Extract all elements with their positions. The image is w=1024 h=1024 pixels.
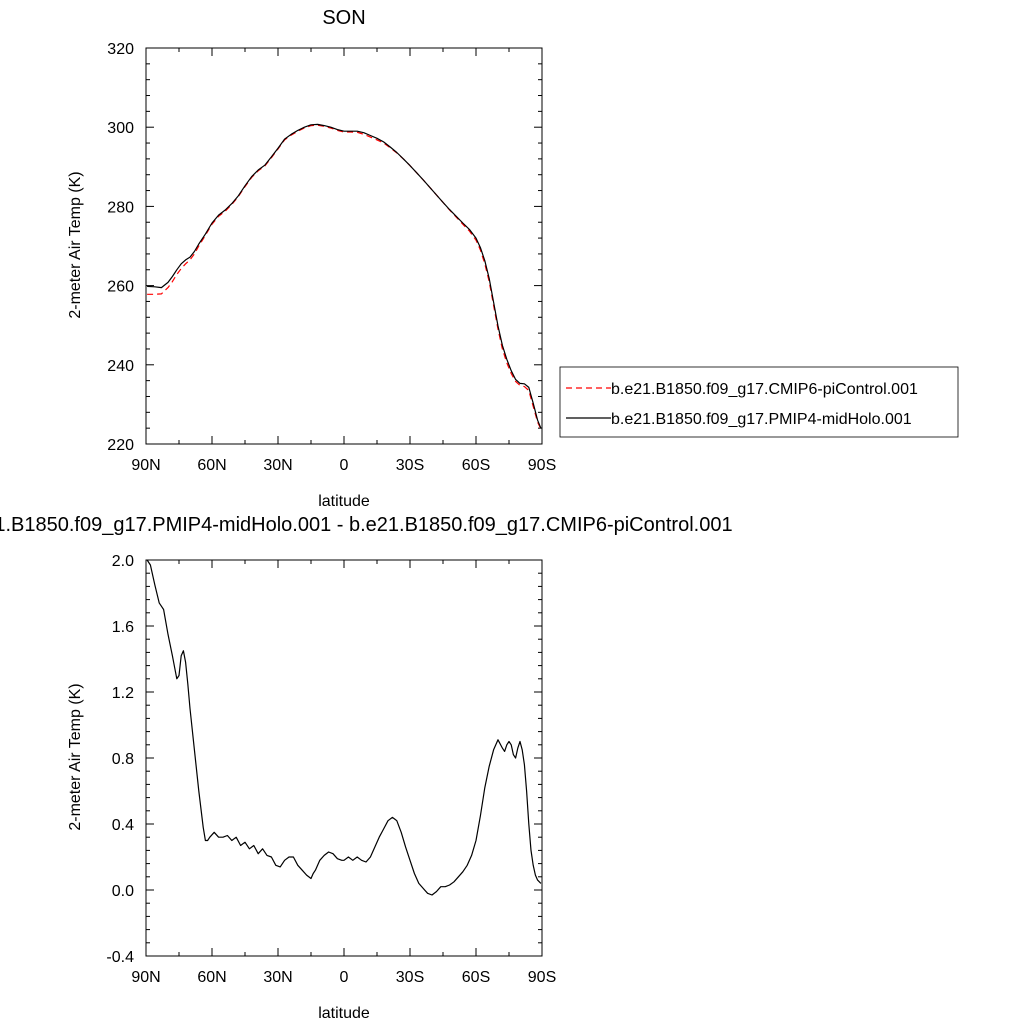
bottom-chart-x-tick-label: 90S xyxy=(528,969,556,986)
top-chart-x-tick-label: 60N xyxy=(197,457,226,474)
legend-box xyxy=(559,366,959,438)
bottom-chart-x-tick-label: 90N xyxy=(131,969,160,986)
bottom-chart-y-tick-label: 0.0 xyxy=(112,883,134,900)
top-chart-x-tick-label: 90N xyxy=(131,457,160,474)
top-chart-y-tick-label: 220 xyxy=(107,437,134,454)
bottom-chart-y-tick-label: 0.8 xyxy=(112,751,134,768)
bottom-chart-y-tick-label: 2.0 xyxy=(112,553,134,570)
top-chart-y-tick-label: 320 xyxy=(107,41,134,58)
top-chart-y-tick-label: 280 xyxy=(107,199,134,216)
top-chart-y-tick-label: 260 xyxy=(107,279,134,296)
top-chart-plot-frame xyxy=(145,47,543,445)
top-chart-series-line-0 xyxy=(147,124,542,430)
bottom-chart-series-line-0 xyxy=(146,559,542,896)
legend-label-midholo: b.e21.B1850.f09_g17.PMIP4-midHolo.001 xyxy=(611,411,912,428)
bottom-chart: b.e21.B1850.f09_g17.PMIP4-midHolo.001 - … xyxy=(0,514,733,1022)
bottom-chart-x-tick-label: 60N xyxy=(197,969,226,986)
bottom-chart-y-axis-label: 2-meter Air Temp (K) xyxy=(67,683,84,830)
bottom-chart-title: b.e21.B1850.f09_g17.PMIP4-midHolo.001 - … xyxy=(0,514,733,536)
bottom-chart-x-tick-label: 30N xyxy=(263,969,292,986)
bottom-chart-plot-frame xyxy=(145,559,543,957)
top-chart-x-tick-label: 60S xyxy=(462,457,490,474)
top-chart-x-tick-label: 30S xyxy=(396,457,424,474)
bottom-chart-series xyxy=(146,559,542,896)
bottom-chart-x-tick-label: 0 xyxy=(340,969,349,986)
bottom-chart-x-tick-label: 30S xyxy=(396,969,424,986)
top-chart-x-tick-label: 0 xyxy=(340,457,349,474)
top-chart: SON 2-meter Air Temp (K) latitude 90N 60N… xyxy=(67,7,959,510)
top-chart-y-tick-label: 240 xyxy=(107,358,134,375)
top-chart-series-line-1 xyxy=(147,123,542,429)
top-chart-x-tick-label: 90S xyxy=(528,457,556,474)
top-chart-ticks: 90N 60N 30N 0 30S 60S 90S 220 240 260 280 300 320 xyxy=(107,41,556,474)
bottom-chart-x-tick-label: 60S xyxy=(462,969,490,986)
top-chart-y-axis-label: 2-meter Air Temp (K) xyxy=(67,171,84,318)
bottom-chart-y-tick-label: -0.4 xyxy=(106,949,134,966)
bottom-chart-y-tick-label: 1.6 xyxy=(112,619,134,636)
top-chart-title: SON xyxy=(322,7,365,29)
legend: b.e21.B1850.f09_g17.CMIP6-piControl.001 … xyxy=(559,366,959,438)
bottom-chart-x-axis-label: latitude xyxy=(318,1005,370,1022)
bottom-chart-y-tick-label: 1.2 xyxy=(112,685,134,702)
top-chart-x-tick-label: 30N xyxy=(263,457,292,474)
bottom-chart-ticks: 90N 60N 30N 0 30S 60S 90S -0.4 0.0 0.4 0.8 1.2 1.6 2.… xyxy=(106,553,556,986)
top-chart-y-tick-label: 300 xyxy=(107,120,134,137)
legend-label-picontrol: b.e21.B1850.f09_g17.CMIP6-piControl.001 xyxy=(611,381,918,398)
top-chart-series xyxy=(147,123,542,430)
bottom-chart-y-tick-label: 0.4 xyxy=(112,817,134,834)
top-chart-x-axis-label: latitude xyxy=(318,493,370,510)
